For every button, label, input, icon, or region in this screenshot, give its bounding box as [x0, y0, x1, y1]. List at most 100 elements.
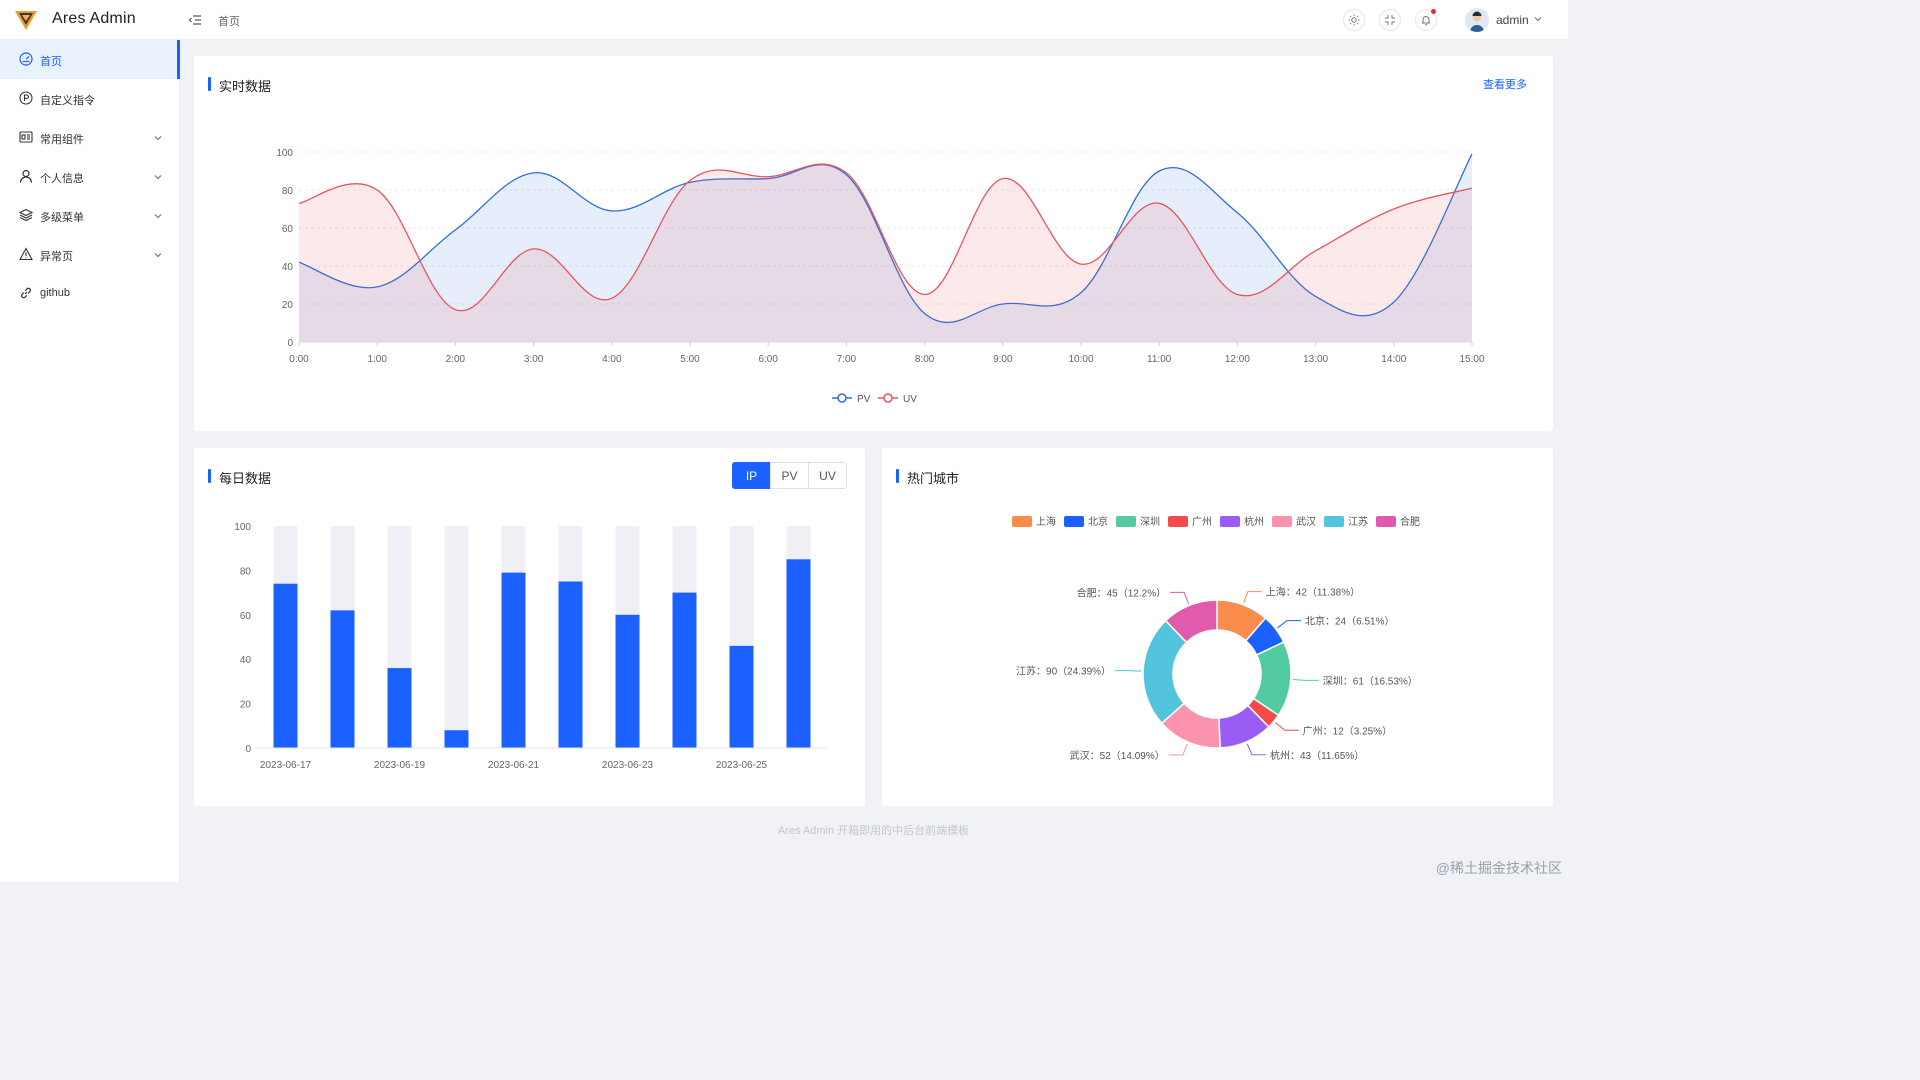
slice-label: 上海：42（11.38%）	[1266, 586, 1360, 599]
sidebar-item-home[interactable]: 首页	[0, 40, 180, 79]
daily-bar-chart: 0 20 40 60 80 100 2023-06-17 2023-06-19 2023-06-…	[234, 522, 827, 771]
legend-marker	[883, 393, 893, 403]
sidebar-item-profile[interactable]: 个人信息	[0, 157, 180, 196]
sidebar-item-directive[interactable]: 自定义指令	[0, 79, 180, 118]
legend-label: 广州	[1192, 516, 1212, 528]
series-area-pv	[299, 153, 1472, 342]
sidebar-item-multilevel[interactable]: 多级菜单	[0, 196, 180, 235]
sidebar-item-label: 常用组件	[40, 134, 84, 146]
sidebar-item-label: 异常页	[40, 251, 73, 263]
sidebar-item-exception[interactable]: 异常页	[0, 235, 180, 274]
bar	[273, 583, 298, 748]
y-tick-label: 80	[282, 186, 294, 197]
daily-card: 每日数据 IP PV UV 0 20 40 60 80 100 2023-06-17 2023…	[194, 448, 865, 806]
sidebar-item-label: github	[40, 287, 70, 299]
leader-line	[1168, 743, 1188, 756]
card-title: 实时数据	[208, 76, 271, 95]
bar	[672, 592, 697, 748]
legend-label: PV	[857, 394, 871, 405]
y-tick-label: 40	[240, 655, 252, 666]
username[interactable]: admin	[1496, 13, 1529, 27]
breadcrumb[interactable]: 首页	[218, 16, 240, 28]
logo-icon	[15, 11, 37, 30]
legend-swatch	[1116, 516, 1136, 527]
leader-line	[1243, 591, 1262, 603]
y-tick-label: 100	[276, 148, 293, 159]
legend-item-uv: UV	[878, 393, 917, 405]
y-tick-label: 20	[240, 700, 252, 711]
series-area-uv	[299, 164, 1472, 342]
sidebar-item-label: 自定义指令	[40, 95, 95, 107]
donut-slice	[1164, 599, 1218, 644]
x-tick-label: 9:00	[993, 354, 1013, 365]
card-title: 每日数据	[208, 468, 271, 487]
slice-label: 北京：24（6.51%）	[1305, 615, 1394, 628]
series-line-pv	[298, 153, 1473, 324]
x-tick-label: 8:00	[915, 354, 935, 365]
sidebar-item-components[interactable]: 常用组件	[0, 118, 180, 157]
tab-ip[interactable]: IP	[732, 462, 771, 489]
legend-item: 北京	[1064, 515, 1108, 528]
tab-uv[interactable]: UV	[808, 462, 847, 489]
x-tick-label: 7:00	[837, 354, 857, 365]
legend-item: 杭州	[1220, 515, 1264, 528]
slice-label: 深圳：61（16.53%）	[1323, 675, 1418, 687]
legend-swatch	[1272, 516, 1292, 527]
fullscreen-button[interactable]	[1379, 9, 1401, 31]
sidebar-item-label: 多级菜单	[40, 212, 84, 224]
legend-swatch	[1064, 516, 1084, 527]
chevron-down-icon	[154, 214, 162, 219]
tab-pv[interactable]: PV	[770, 462, 809, 489]
y-tick-label: 80	[240, 566, 252, 577]
y-tick-label: 20	[282, 300, 294, 311]
bar	[786, 559, 811, 748]
slice-label: 江苏：90（24.39%）	[1016, 665, 1111, 678]
y-tick-label: 40	[282, 262, 294, 273]
directive-icon	[19, 91, 33, 105]
realtime-card: 实时数据 查看更多 0 20 40 60 80 100 0:00 1:00 2:00 3:00 4:…	[194, 56, 1553, 431]
card-title: 热门城市	[896, 468, 959, 487]
legend-label: 合肥	[1400, 515, 1420, 528]
y-tick-label: 60	[282, 224, 294, 235]
user-icon	[19, 169, 33, 183]
view-more-link[interactable]: 查看更多	[1483, 79, 1527, 91]
theme-toggle-button[interactable]	[1343, 9, 1365, 31]
x-tick-label: 1:00	[367, 354, 387, 365]
component-icon	[19, 131, 33, 143]
dashboard-icon	[19, 52, 33, 66]
x-tick-label: 2023-06-23	[602, 760, 654, 771]
menu-fold-icon[interactable]	[188, 13, 202, 27]
sun-icon	[1348, 14, 1360, 26]
app-title: Ares Admin	[52, 10, 136, 27]
top-bar: Ares Admin 首页 admin	[0, 0, 1568, 40]
x-tick-label: 10:00	[1068, 354, 1093, 365]
leader-line	[1170, 591, 1190, 604]
legend-swatch	[1168, 516, 1188, 527]
bar	[387, 668, 412, 748]
notification-button[interactable]	[1415, 9, 1437, 31]
x-tick-label: 2023-06-19	[374, 760, 426, 771]
avatar[interactable]	[1465, 8, 1489, 32]
legend-label: UV	[903, 394, 917, 405]
chevron-down-icon[interactable]	[1533, 14, 1543, 24]
legend-label: 深圳	[1140, 516, 1160, 528]
x-tick-label: 5:00	[680, 354, 700, 365]
y-tick-label: 60	[240, 611, 252, 622]
hot-cities-card: 热门城市 上海 北京 深圳 广州 杭州 武汉 江苏 合肥 上海：42（11.38%） 北京：24（…	[882, 448, 1553, 806]
fullscreen-icon	[1385, 15, 1395, 25]
legend-item: 江苏	[1324, 515, 1368, 528]
sidebar-item-label: 个人信息	[40, 173, 84, 185]
x-tick-label: 11:00	[1147, 354, 1172, 365]
sidebar-item-github[interactable]: github	[0, 274, 180, 313]
bar	[615, 614, 640, 748]
leader-line	[1246, 743, 1266, 756]
legend-swatch	[1376, 516, 1396, 527]
bell-icon	[1422, 16, 1430, 26]
sidebar-item-label: 首页	[40, 56, 62, 68]
bar	[330, 610, 355, 748]
legend-label: 上海	[1036, 515, 1056, 528]
legend-item: 深圳	[1116, 516, 1160, 528]
x-tick-label: 12:00	[1225, 354, 1250, 365]
x-tick-label: 2:00	[446, 354, 466, 365]
leader-line	[1275, 722, 1299, 731]
